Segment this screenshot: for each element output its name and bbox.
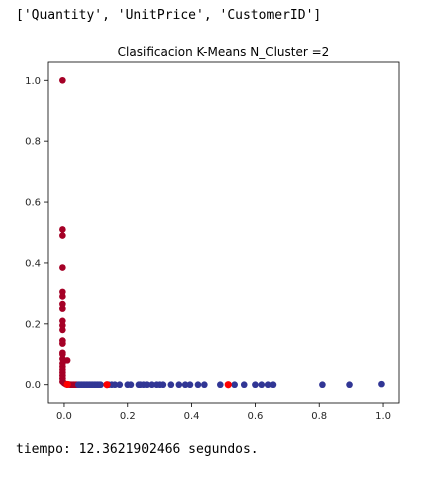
x-tick-label: 0.4 — [184, 411, 200, 422]
x-tick-label: 0.2 — [120, 411, 136, 422]
data-point-cluster-0 — [63, 357, 71, 364]
data-point-cluster-0 — [59, 293, 66, 300]
points-layer — [59, 76, 385, 389]
data-point-cluster-1 — [346, 381, 353, 389]
data-point-cluster-1 — [319, 381, 326, 389]
data-point-cluster-0 — [59, 322, 66, 329]
data-point-cluster-1 — [258, 381, 266, 389]
centroid-point — [224, 381, 232, 389]
data-point-cluster-0 — [59, 232, 66, 239]
data-point-cluster-1 — [194, 381, 202, 389]
y-tick-label: 0.8 — [25, 137, 41, 148]
data-point-cluster-1 — [111, 381, 119, 389]
data-point-cluster-0 — [59, 300, 66, 308]
plot-frame — [47, 61, 400, 404]
data-point-cluster-1 — [231, 381, 238, 389]
y-tick-label: 0.6 — [25, 198, 41, 209]
y-tick-label: 0.4 — [25, 258, 41, 269]
data-point-cluster-0 — [59, 350, 66, 358]
y-tick-label: 1.0 — [25, 76, 41, 87]
data-point-cluster-0 — [59, 76, 66, 84]
data-point-cluster-1 — [264, 381, 272, 389]
y-tick-label: 0.0 — [25, 380, 41, 391]
data-point-cluster-1 — [240, 381, 248, 389]
centroid-point — [103, 381, 111, 389]
centroid-point — [63, 380, 71, 389]
x-tick-label: 1.0 — [375, 411, 391, 422]
output-columns-line: ['Quantity', 'UnitPrice', 'CustomerID'] — [16, 8, 322, 23]
data-point-cluster-1 — [201, 381, 208, 389]
centroid-layer — [63, 380, 232, 389]
data-point-cluster-1 — [159, 381, 167, 389]
data-point-cluster-1 — [378, 380, 385, 388]
scatter-plot: Clasificacion K-Means N_Cluster =2 0.0 0.… — [25, 45, 400, 422]
data-point-cluster-1 — [116, 381, 124, 389]
y-axis: 0.0 0.2 0.4 0.6 0.8 1.0 — [25, 76, 48, 391]
data-point-cluster-1 — [143, 381, 151, 389]
data-point-cluster-1 — [186, 381, 194, 389]
data-point-cluster-0 — [59, 326, 66, 334]
data-point-cluster-1 — [97, 381, 104, 389]
data-point-cluster-1 — [127, 381, 135, 389]
y-tick-label: 0.2 — [25, 319, 41, 330]
data-point-cluster-1 — [269, 381, 277, 389]
x-tick-label: 0.0 — [56, 411, 72, 422]
data-point-cluster-0 — [59, 264, 66, 271]
x-tick-label: 0.6 — [247, 411, 263, 422]
data-point-cluster-1 — [167, 381, 175, 389]
data-point-cluster-0 — [59, 226, 66, 233]
data-point-cluster-0 — [59, 340, 66, 347]
data-point-cluster-0 — [59, 317, 66, 325]
data-point-cluster-1 — [175, 381, 183, 389]
x-tick-label: 0.8 — [311, 411, 327, 422]
data-point-cluster-1 — [148, 381, 156, 389]
data-point-cluster-1 — [217, 381, 224, 389]
data-point-cluster-0 — [59, 305, 66, 312]
output-time-line: tiempo: 12.3621902466 segundos. — [16, 442, 259, 457]
data-point-cluster-0 — [59, 288, 66, 296]
data-point-cluster-1 — [252, 381, 259, 389]
x-axis: 0.0 0.2 0.4 0.6 0.8 1.0 — [56, 403, 391, 422]
chart-title: Clasificacion K-Means N_Cluster =2 — [118, 45, 330, 59]
data-point-cluster-1 — [181, 381, 189, 389]
